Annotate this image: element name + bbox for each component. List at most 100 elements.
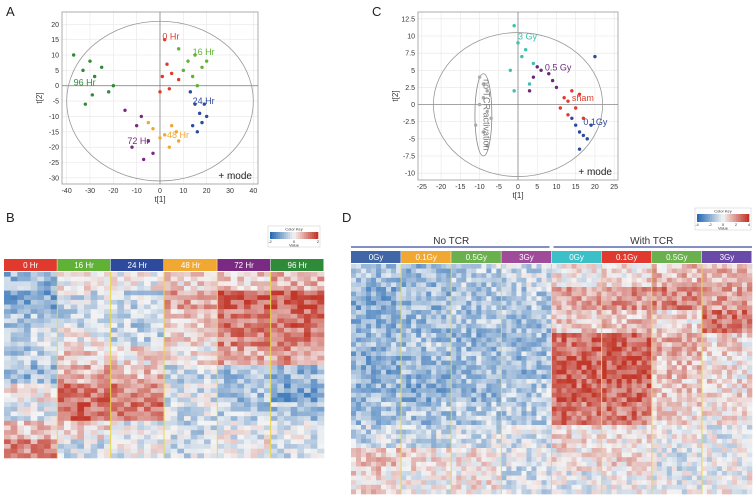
heatmap-cell bbox=[541, 374, 547, 380]
heatmap-cell bbox=[641, 402, 648, 407]
heatmap-cell bbox=[636, 379, 643, 384]
scatter-plot-a: -40 -30 -20 -10 0 10 20 30 4020151050-5-10-15-20… bbox=[35, 11, 259, 204]
heatmap-cell bbox=[456, 296, 462, 302]
heatmap-cell bbox=[476, 392, 482, 398]
heatmap-cell bbox=[471, 346, 477, 352]
heatmap-cell bbox=[386, 420, 392, 426]
heatmap-cell bbox=[351, 282, 357, 288]
heatmap-cell bbox=[24, 411, 31, 417]
heatmap-cell bbox=[611, 346, 617, 352]
heatmap-cell bbox=[381, 287, 387, 292]
heatmap-cell bbox=[157, 360, 165, 366]
heatmap-cell bbox=[277, 299, 285, 305]
heatmap-cell bbox=[376, 379, 382, 384]
heatmap-cell bbox=[451, 425, 457, 430]
heatmap-cell bbox=[461, 415, 467, 421]
heatmap-cell bbox=[396, 264, 402, 269]
heatmap-cell bbox=[641, 369, 648, 375]
heatmap-cell bbox=[124, 355, 131, 361]
heatmap-cell bbox=[411, 420, 417, 426]
heatmap-cell bbox=[217, 272, 225, 277]
heatmap-cell bbox=[606, 291, 612, 297]
heatmap-cell bbox=[304, 313, 311, 319]
heatmap-cell bbox=[386, 277, 392, 283]
heatmap-cell bbox=[671, 388, 678, 394]
heatmap-cell bbox=[110, 430, 118, 436]
heatmap-cell bbox=[351, 374, 357, 380]
heatmap-cell bbox=[496, 342, 502, 348]
heatmap-cell bbox=[317, 453, 325, 459]
y-tick-label: 20 bbox=[51, 22, 59, 29]
data-point bbox=[130, 145, 134, 149]
heatmap-cell bbox=[177, 397, 185, 403]
heatmap-cell bbox=[721, 277, 728, 283]
heatmap-cell bbox=[741, 392, 748, 398]
heatmap-cell bbox=[456, 323, 462, 329]
heatmap-cell bbox=[696, 392, 703, 398]
heatmap-cell bbox=[476, 337, 482, 343]
heatmap-cell bbox=[486, 411, 492, 417]
heatmap-cell bbox=[686, 305, 693, 311]
heatmap-cell bbox=[611, 314, 617, 320]
heatmap-cell bbox=[310, 346, 318, 352]
heatmap-cell bbox=[104, 332, 111, 338]
heatmap-cell bbox=[277, 411, 285, 417]
heatmap-cell bbox=[426, 287, 432, 292]
heatmap-cell bbox=[421, 425, 427, 430]
heatmap-cell bbox=[50, 355, 58, 361]
heatmap-cell bbox=[506, 305, 512, 311]
heatmap-cell bbox=[736, 406, 743, 412]
heatmap-cell bbox=[621, 397, 627, 403]
y-tick-label: -15 bbox=[49, 129, 59, 136]
heatmap-cell bbox=[411, 264, 417, 269]
heatmap-cell bbox=[561, 360, 567, 366]
heatmap-cell bbox=[24, 369, 31, 375]
heatmap-cell bbox=[277, 397, 285, 403]
heatmap-cell bbox=[741, 277, 748, 283]
heatmap-cell bbox=[97, 378, 105, 384]
heatmap-cell bbox=[104, 416, 111, 422]
data-point bbox=[202, 102, 207, 106]
heatmap-cell bbox=[746, 397, 753, 403]
heatmap-cell bbox=[611, 291, 617, 297]
heatmap-cell bbox=[104, 276, 111, 282]
heatmap-cell bbox=[431, 305, 437, 311]
heatmap-cell bbox=[130, 439, 138, 445]
heatmap-cell bbox=[531, 342, 537, 348]
heatmap-cell bbox=[244, 332, 251, 338]
heatmap-cell bbox=[124, 392, 131, 398]
heatmap-cell bbox=[461, 397, 467, 403]
heatmap-cell bbox=[84, 430, 91, 436]
heatmap-cell bbox=[551, 337, 557, 343]
heatmap-cell bbox=[104, 272, 111, 277]
heatmap-cell bbox=[391, 342, 397, 348]
heatmap-cell bbox=[481, 397, 487, 403]
data-point bbox=[197, 111, 202, 116]
heatmap-cell bbox=[646, 287, 653, 292]
heatmap-cell bbox=[546, 379, 552, 384]
heatmap-cell bbox=[576, 305, 582, 311]
heatmap-cell bbox=[671, 273, 678, 279]
heatmap-cell bbox=[24, 392, 31, 398]
heatmap-cell bbox=[541, 300, 547, 306]
heatmap-cell bbox=[521, 379, 527, 384]
heatmap-cell bbox=[57, 439, 65, 445]
heatmap-cell bbox=[601, 406, 607, 412]
heatmap-cell bbox=[197, 444, 205, 449]
heatmap-cell bbox=[676, 365, 683, 371]
heatmap-cell bbox=[376, 392, 382, 398]
heatmap-cell bbox=[351, 415, 357, 421]
heatmap-cell bbox=[184, 378, 191, 384]
heatmap-cell bbox=[130, 416, 138, 422]
heatmap-cell bbox=[586, 314, 592, 320]
heatmap-cell bbox=[686, 328, 693, 334]
heatmap-cell bbox=[117, 388, 125, 394]
heatmap-cell bbox=[511, 402, 517, 407]
heatmap-cell bbox=[566, 411, 572, 417]
heatmap-cell bbox=[606, 268, 612, 274]
heatmap-cell bbox=[481, 365, 487, 371]
heatmap-cell bbox=[561, 319, 567, 325]
heatmap-cell bbox=[104, 360, 111, 366]
heatmap-cell bbox=[124, 309, 131, 315]
heatmap-cell bbox=[716, 388, 723, 394]
